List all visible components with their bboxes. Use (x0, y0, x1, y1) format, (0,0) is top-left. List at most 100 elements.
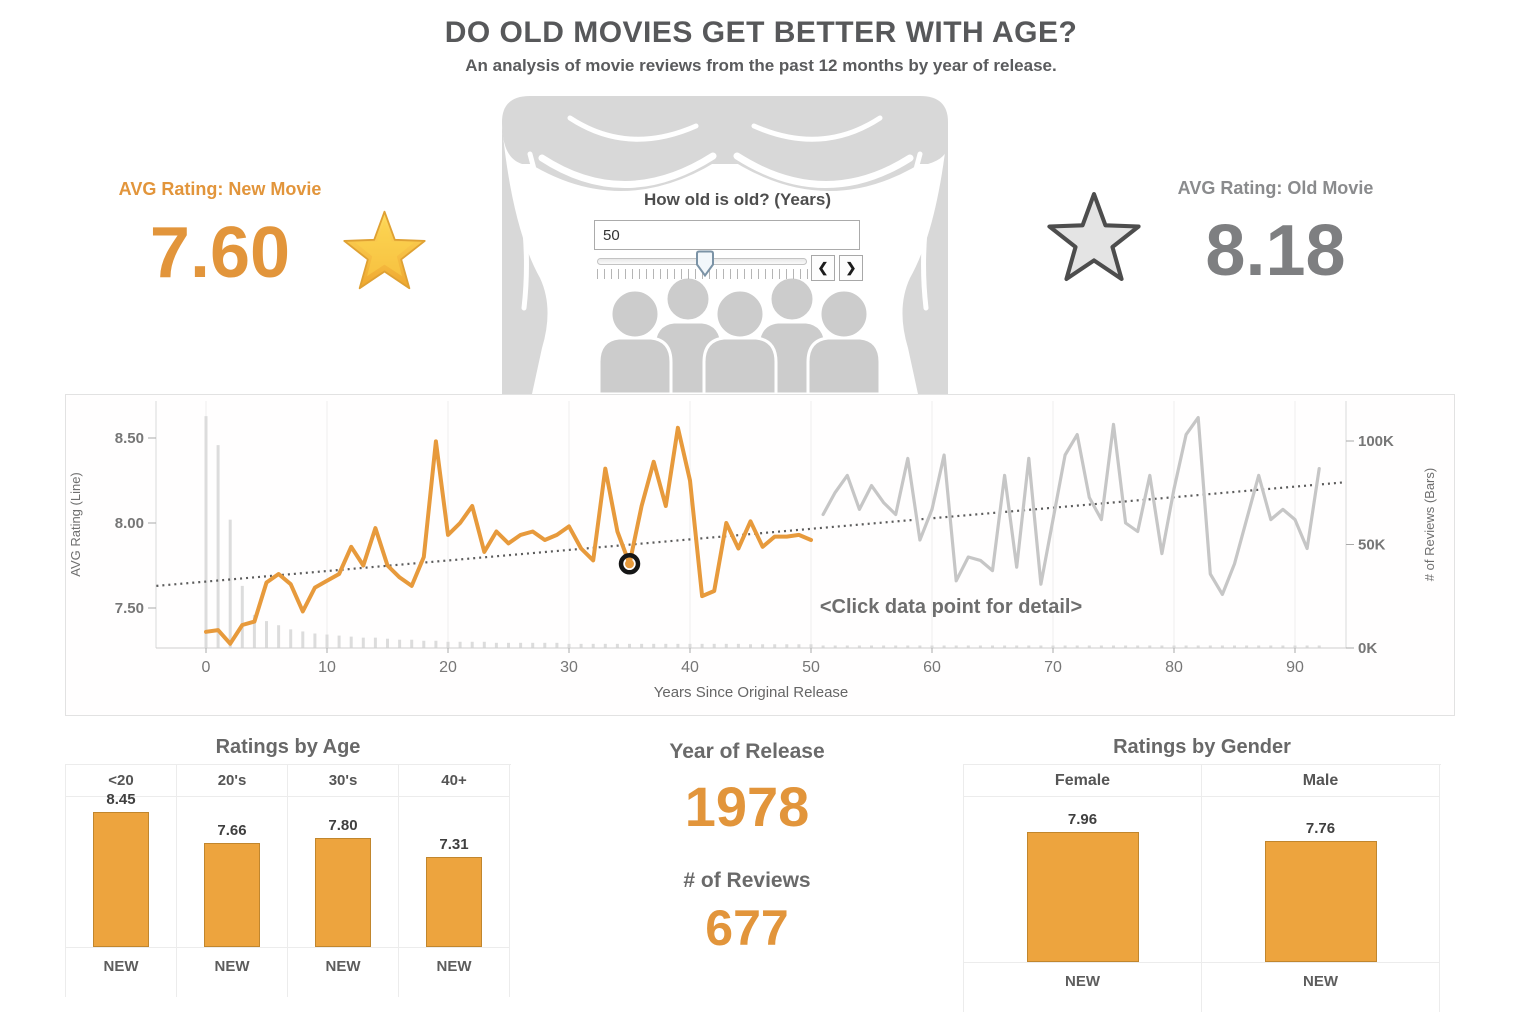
new-movies-avg-rating-line (204, 425, 813, 646)
gender-bar-value: 7.96 (1067, 810, 1098, 828)
svg-text:40: 40 (681, 659, 699, 676)
review-count-bar (688, 643, 692, 648)
review-count-bar (216, 445, 220, 648)
review-count-bar (301, 631, 305, 648)
review-count-bar (1112, 645, 1115, 648)
review-count-bar (833, 645, 837, 648)
review-count-bar (785, 644, 789, 648)
age-bar (426, 856, 482, 947)
review-count-bar (712, 643, 716, 648)
trend-line (156, 481, 1346, 587)
review-count-bar (1027, 645, 1031, 648)
review-count-bar (882, 645, 886, 648)
review-count-bar (252, 614, 256, 648)
gender-bar-badge: NEW (1202, 962, 1439, 1000)
age-bar-value: 7.31 (439, 835, 469, 853)
main-chart[interactable]: 8.50 8.00 7.50 100K 50K 0K 0 10 20 30 40 50 60 70 80 90… (65, 394, 1455, 716)
review-count-bar (664, 643, 668, 648)
gender-bar-badge: NEW (964, 962, 1201, 1000)
review-count-bar (519, 642, 523, 648)
ratings-by-gender-panel: Ratings by Gender Female 7.96 NEW Male 7… (963, 736, 1441, 1012)
review-count-bar (857, 645, 861, 648)
svg-text:80: 80 (1165, 659, 1183, 676)
review-count-bar (531, 642, 535, 648)
svg-text:0K: 0K (1358, 640, 1377, 657)
review-count-bar (640, 643, 644, 648)
age-category-label: 20's (177, 765, 287, 797)
gold-star-icon (343, 210, 426, 290)
review-count-bar (749, 644, 752, 648)
review-count-bar (398, 639, 402, 648)
review-count-bar (821, 645, 825, 648)
rating-by-years-chart[interactable]: 8.50 8.00 7.50 100K 50K 0K 0 10 20 30 40 50 60 70 80 90… (66, 395, 1454, 715)
selected-point-detail-panel: Year of Release 1978 # of Reviews 677 (592, 740, 902, 957)
review-count-bar (1220, 645, 1224, 648)
review-count-bar (1269, 645, 1273, 648)
page-title: DO OLD MOVIES GET BETTER WITH AGE? (444, 16, 1078, 49)
slider-decrement-button[interactable]: ❮ (811, 255, 835, 281)
svg-text:AVG Rating (Line): AVG Rating (Line) (68, 472, 83, 577)
review-count-bar (1281, 645, 1285, 648)
age-column-40plus: 40+ 7.31 NEW (399, 765, 510, 997)
review-count-bar (507, 642, 510, 648)
gender-bar (1026, 831, 1139, 962)
review-count-bar (204, 416, 208, 648)
age-threshold-input[interactable] (594, 220, 860, 250)
review-count-bar (277, 625, 281, 648)
review-count-bar (918, 645, 922, 648)
review-count-bar (1136, 645, 1140, 648)
review-count-bar (567, 643, 571, 648)
age-bar-value: 8.45 (106, 791, 136, 809)
review-count-bar (1124, 645, 1128, 648)
review-count-bar (1184, 645, 1188, 648)
review-count-bar (676, 643, 680, 648)
review-count-bar (434, 640, 438, 648)
age-bar-value: 7.66 (217, 822, 247, 840)
review-count-bar (446, 641, 450, 648)
review-count-bar (1015, 645, 1019, 648)
gender-column-male: Male 7.76 NEW (1202, 765, 1440, 1012)
age-category-label: <20 (66, 765, 176, 797)
review-count-bar (773, 644, 777, 648)
review-count-bar (1257, 645, 1261, 648)
slider-handle[interactable] (696, 250, 714, 277)
review-count-bar (724, 643, 728, 648)
review-count-bar (470, 641, 474, 648)
review-count-bar (458, 641, 462, 648)
review-count-bar (1087, 645, 1091, 648)
age-bar (204, 843, 260, 947)
review-count-bar (615, 643, 619, 648)
svg-text:0: 0 (202, 659, 211, 676)
review-count-bar (361, 637, 365, 648)
review-count-bar (628, 643, 631, 648)
review-count-bar (700, 643, 704, 648)
age-bar-badge: NEW (288, 947, 398, 985)
num-reviews-label: # of Reviews (683, 869, 811, 892)
gender-category-label: Female (964, 765, 1201, 797)
gender-bar (1264, 840, 1377, 962)
age-column-under20: <20 8.45 NEW (66, 765, 177, 997)
svg-text:8.00: 8.00 (115, 515, 144, 532)
svg-text:30: 30 (560, 659, 578, 676)
page-subtitle: An analysis of movie reviews from the pa… (465, 56, 1057, 75)
review-count-bar (494, 642, 498, 648)
ratings-by-age-title: Ratings by Age (215, 736, 361, 758)
review-count-bar (422, 640, 426, 648)
review-count-bar (1293, 645, 1297, 648)
slider-increment-button[interactable]: ❯ (839, 255, 863, 281)
svg-text:10: 10 (318, 659, 336, 676)
num-reviews-value: 677 (705, 900, 789, 956)
review-count-bar (325, 634, 329, 648)
age-bar-value: 7.80 (328, 816, 358, 834)
review-count-bar (386, 638, 389, 648)
avg-rating-new-value: 7.60 (149, 213, 291, 293)
avg-rating-old-label: AVG Rating: Old Movie (1177, 178, 1374, 198)
year-of-release-value: 1978 (684, 775, 810, 838)
gray-star-icon (1047, 192, 1141, 281)
review-count-bar (543, 642, 547, 648)
age-column-30s: 30's 7.80 NEW (288, 765, 399, 997)
review-count-bar (991, 645, 994, 648)
review-count-bar (1317, 645, 1321, 648)
age-bar (315, 837, 371, 947)
